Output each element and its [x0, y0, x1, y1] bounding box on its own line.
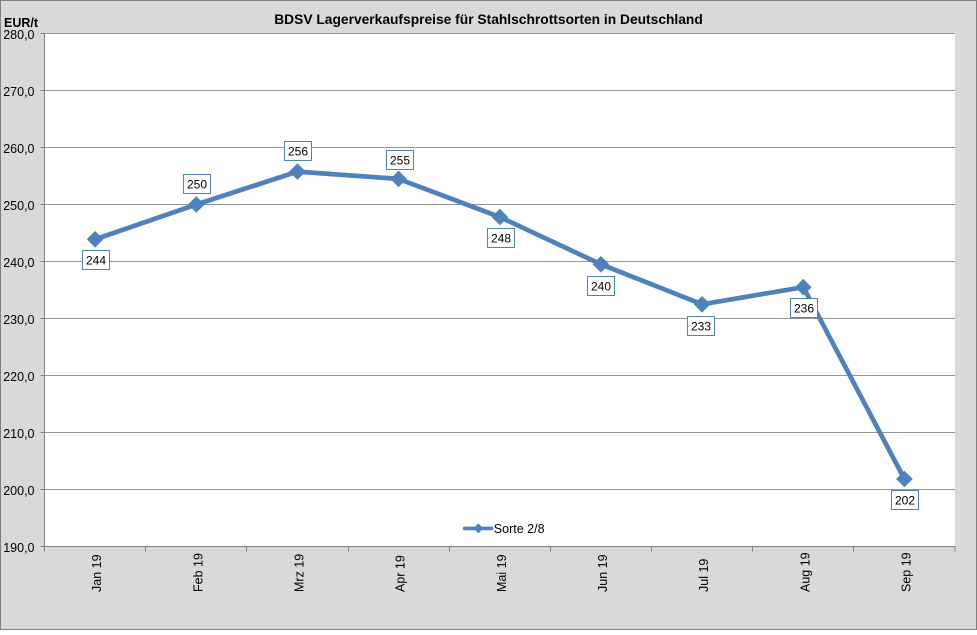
svg-text:Mrz 19: Mrz 19 — [292, 554, 306, 592]
svg-text:244: 244 — [86, 254, 106, 268]
svg-text:Aug 19: Aug 19 — [798, 552, 812, 592]
svg-text:200,0: 200,0 — [3, 484, 34, 498]
svg-text:240,0: 240,0 — [3, 256, 34, 270]
svg-text:256: 256 — [288, 145, 308, 159]
svg-text:270,0: 270,0 — [3, 85, 34, 99]
svg-text:EUR/t: EUR/t — [4, 16, 39, 30]
svg-text:Feb 19: Feb 19 — [191, 553, 205, 592]
svg-text:Jun 19: Jun 19 — [596, 554, 610, 592]
svg-text:280,0: 280,0 — [3, 28, 34, 42]
svg-text:202: 202 — [895, 494, 915, 508]
svg-text:Jul 19: Jul 19 — [697, 559, 711, 592]
svg-text:190,0: 190,0 — [3, 541, 34, 555]
svg-text:250: 250 — [187, 178, 207, 192]
svg-text:Sep 19: Sep 19 — [899, 552, 913, 592]
svg-text:Apr 19: Apr 19 — [394, 555, 408, 592]
svg-text:230,0: 230,0 — [3, 313, 34, 327]
svg-text:220,0: 220,0 — [3, 370, 34, 384]
svg-text:248: 248 — [491, 232, 511, 246]
svg-text:Mai 19: Mai 19 — [495, 554, 509, 592]
svg-text:Sorte 2/8: Sorte 2/8 — [494, 522, 545, 536]
svg-text:BDSV Lagerverkaufspreise für S: BDSV Lagerverkaufspreise für Stahlschrot… — [274, 12, 703, 27]
svg-text:250,0: 250,0 — [3, 199, 34, 213]
svg-text:240: 240 — [591, 280, 611, 294]
svg-text:233: 233 — [691, 320, 711, 334]
svg-text:236: 236 — [794, 302, 814, 316]
svg-text:210,0: 210,0 — [3, 427, 34, 441]
svg-text:255: 255 — [390, 154, 410, 168]
svg-text:Jan 19: Jan 19 — [90, 554, 104, 592]
svg-text:260,0: 260,0 — [3, 142, 34, 156]
